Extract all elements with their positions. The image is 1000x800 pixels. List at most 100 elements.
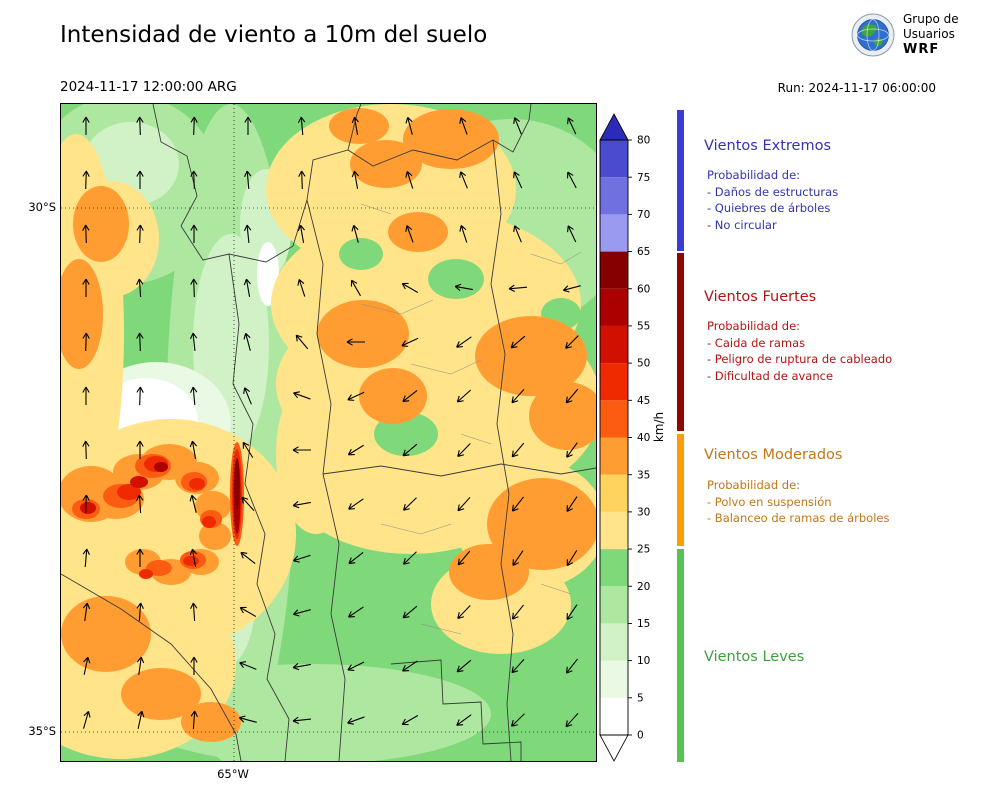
wind-arrow [511,658,525,674]
wind-field-region [117,484,141,500]
wind-arrow [243,224,252,244]
wind-arrow [565,712,579,728]
wind-arrow [566,171,577,189]
wind-arrow [189,548,197,567]
wind-arrow [401,282,419,293]
wind-arrow [292,716,312,725]
wind-arrow [348,498,364,510]
wind-arrow [511,604,524,620]
legend-prob-item: - Polvo en suspensión [707,494,832,509]
wind-arrow [401,715,419,726]
wind-arrow [189,332,198,352]
colorbar-segment [600,549,628,587]
wind-field-region [329,108,389,144]
wind-arrow [292,663,311,671]
legend-prob-item: - Balanceo de ramas de árboles [707,511,890,525]
wind-arrow [567,117,577,135]
wind-arrow [241,496,255,512]
wind-arrow [566,496,578,512]
wind-arrow [457,443,471,458]
wind-arrow [347,391,365,401]
wind-arrow [348,606,364,618]
wind-arrow [346,338,365,346]
legend-category-title-1: Vientos Fuertes [704,289,817,305]
wind-arrow [82,548,90,568]
colorbar-segment [600,511,628,550]
wind-arrow [242,441,254,458]
wind-field-region [189,478,205,490]
wind-arrow [190,602,198,622]
wind-arrow [136,494,144,514]
colorbar-over-arrow [599,113,629,141]
colorbar-segment [600,697,628,735]
wind-arrow [82,170,90,190]
wind-field-region [73,186,129,262]
department-boundary [410,359,482,375]
wind-arrow [244,170,252,190]
colorbar-tick-label: 5 [637,692,644,704]
legend-prob-title: Probabilidad de: [707,168,801,182]
wind-arrow [238,715,257,723]
wind-arrow [82,494,90,514]
wind-arrow [82,278,90,297]
wind-field-region [139,569,153,579]
colorbar-tick-label: 65 [637,246,650,258]
wrf-users-group-logo: Grupo de Usuarios WRF [850,12,959,58]
wind-map [60,103,597,762]
wind-field-region [121,668,201,720]
wind-arrow [402,443,418,457]
wind-field-region [130,476,148,488]
wind-arrow [402,497,417,511]
logo-text-wrf: WRF [903,42,940,57]
wind-arrow [508,284,528,292]
wind-arrow [190,710,198,730]
wind-arrow [351,170,359,189]
legend-strip-2 [677,434,684,546]
colorbar-segment [600,623,628,661]
wind-arrow [136,278,144,298]
wind-arrow [456,714,472,726]
wind-map-canvas [61,104,596,761]
colorbar-segment [600,586,628,624]
wind-arrow [456,389,472,403]
province-boundary [347,104,362,151]
colorbar-tick-label: 30 [637,506,650,518]
wind-arrow [137,710,145,729]
colorbar-segment [600,474,628,512]
wind-arrow [459,225,468,243]
wind-arrow [189,440,197,459]
wind-arrow [136,116,144,136]
wind-arrow [510,713,525,727]
wind-arrow [512,550,524,566]
wind-arrow [565,335,579,349]
wind-field-region [146,560,172,576]
wind-arrow [82,440,90,460]
wind-arrow [239,661,257,670]
wind-field-region [359,368,427,424]
colorbar-segment [600,437,628,475]
wind-arrow [510,335,526,349]
wind-field-region [61,596,151,672]
legend-prob-item: - Daños de estructuras [707,184,839,199]
wind-arrow [405,171,414,189]
wind-arrow [565,388,579,404]
wind-arrow [292,609,311,617]
wind-arrow [136,332,144,352]
wind-arrows-layer [82,116,581,730]
globe-icon [851,13,895,57]
wind-field-region [339,238,383,270]
colorbar-tick-label: 25 [637,544,650,556]
colorbar-tick-label: 15 [637,618,650,630]
province-boundary [322,463,596,477]
wind-arrow [190,656,198,675]
logo-text-line2: Usuarios [903,27,955,41]
wind-arrow [136,224,144,244]
province-boundary [390,659,522,761]
wind-arrow [511,442,525,458]
wind-field-region [529,382,596,450]
wind-arrow [401,337,419,347]
wind-arrow [136,170,144,189]
colorbar-tick-label: 55 [637,321,650,333]
wind-arrow [405,225,414,243]
wind-arrow [348,552,364,565]
